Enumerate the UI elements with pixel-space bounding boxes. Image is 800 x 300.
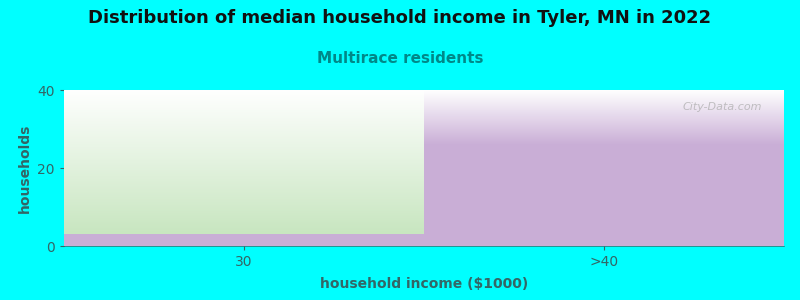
Text: Multirace residents: Multirace residents [317, 51, 483, 66]
Text: Distribution of median household income in Tyler, MN in 2022: Distribution of median household income … [89, 9, 711, 27]
Y-axis label: households: households [18, 123, 32, 213]
Text: City-Data.com: City-Data.com [683, 103, 762, 112]
X-axis label: household income ($1000): household income ($1000) [320, 278, 528, 291]
